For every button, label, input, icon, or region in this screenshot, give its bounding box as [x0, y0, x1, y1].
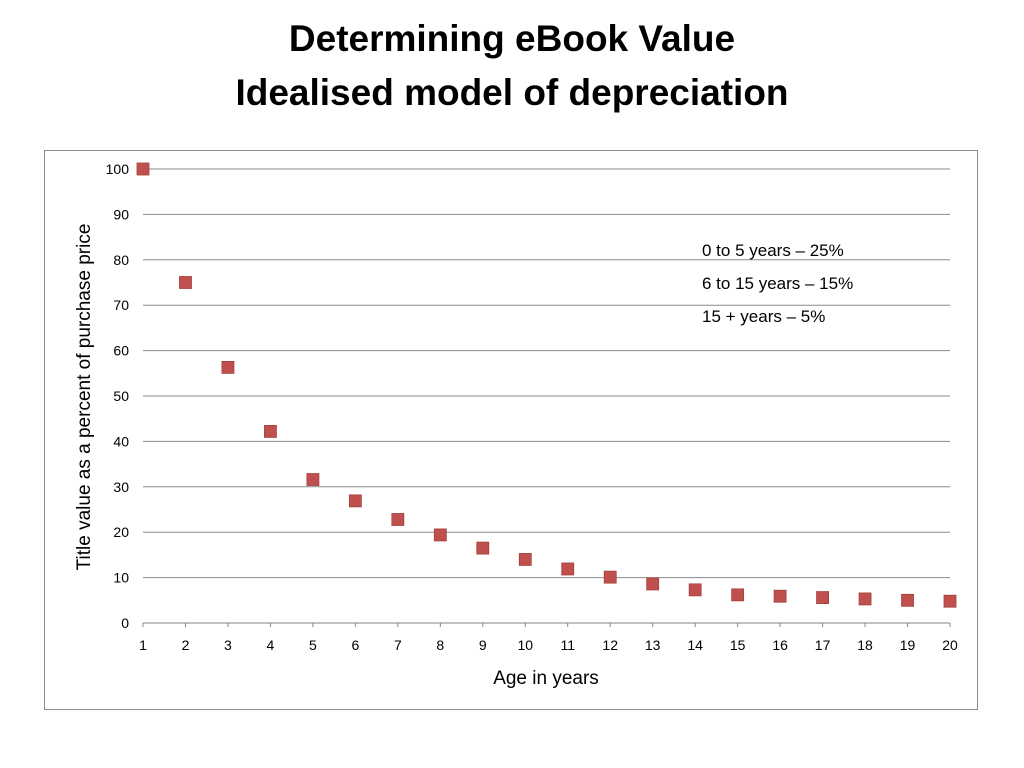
data-point-year-18	[858, 592, 872, 606]
data-point-year-16	[773, 589, 787, 603]
x-axis-label: Age in years	[493, 668, 599, 689]
y-tick-label: 40	[113, 433, 129, 449]
x-tick-label: 4	[267, 637, 275, 653]
x-tick-label: 10	[517, 637, 533, 653]
data-point-year-10	[518, 553, 532, 566]
x-tick-label: 6	[351, 637, 359, 653]
data-point-year-8	[433, 528, 447, 542]
slide-title-line-2: Idealised model of depreciation	[235, 72, 789, 113]
x-tick-label: 18	[857, 637, 873, 653]
data-point-year-6	[348, 494, 362, 508]
data-point-year-11	[561, 562, 575, 576]
x-tick-label: 11	[560, 637, 575, 653]
data-point-year-2	[179, 276, 192, 289]
y-axis-label: Title value as a percent of purchase pri…	[74, 224, 95, 571]
x-tick-label: 15	[730, 637, 746, 653]
x-tick-label: 16	[772, 637, 788, 653]
x-tick-label: 12	[602, 637, 618, 653]
x-tick-label: 1	[139, 637, 147, 653]
y-tick-label: 60	[113, 343, 129, 359]
data-point-year-20	[943, 594, 957, 608]
y-tick-label: 50	[113, 388, 129, 404]
annotation-0-5-years: 0 to 5 years – 25%	[702, 241, 844, 260]
data-point-year-19	[901, 593, 914, 607]
x-tick-label: 7	[394, 637, 402, 653]
x-tick-label: 9	[479, 637, 487, 653]
data-point-year-12	[603, 570, 617, 584]
data-point-year-9	[476, 541, 490, 555]
chart-frame	[44, 150, 978, 710]
y-tick-label: 0	[121, 615, 129, 631]
x-tick-label: 17	[815, 637, 831, 653]
y-tick-label: 70	[113, 297, 129, 313]
data-point-year-5	[306, 473, 320, 486]
data-point-year-7	[391, 513, 405, 526]
x-tick-label: 13	[645, 637, 661, 653]
x-tick-label: 5	[309, 637, 317, 653]
y-tick-label: 20	[113, 524, 129, 540]
annotation-6-15-years: 6 to 15 years – 15%	[702, 274, 854, 293]
slide-title-line-1: Determining eBook Value	[288, 18, 736, 59]
data-point-year-13	[646, 577, 660, 591]
data-point-year-15	[731, 588, 745, 602]
y-tick-label: 100	[106, 161, 130, 177]
x-tick-label: 2	[182, 637, 190, 653]
x-tick-label: 8	[436, 637, 444, 653]
x-tick-label: 19	[900, 637, 916, 653]
data-point-year-1	[136, 162, 150, 176]
data-point-year-3	[221, 360, 235, 374]
data-point-year-4	[264, 425, 277, 438]
x-tick-label: 14	[687, 637, 703, 653]
y-tick-label: 30	[113, 479, 129, 495]
y-tick-label: 80	[113, 252, 129, 268]
y-tick-label: 10	[113, 570, 129, 586]
data-point-year-14	[688, 583, 702, 597]
annotation-15-plus-years: 15 + years – 5%	[702, 307, 826, 326]
data-point-year-17	[816, 591, 829, 604]
y-tick-label: 90	[113, 206, 129, 222]
x-tick-label: 3	[224, 637, 232, 653]
x-tick-label: 20	[942, 637, 958, 653]
